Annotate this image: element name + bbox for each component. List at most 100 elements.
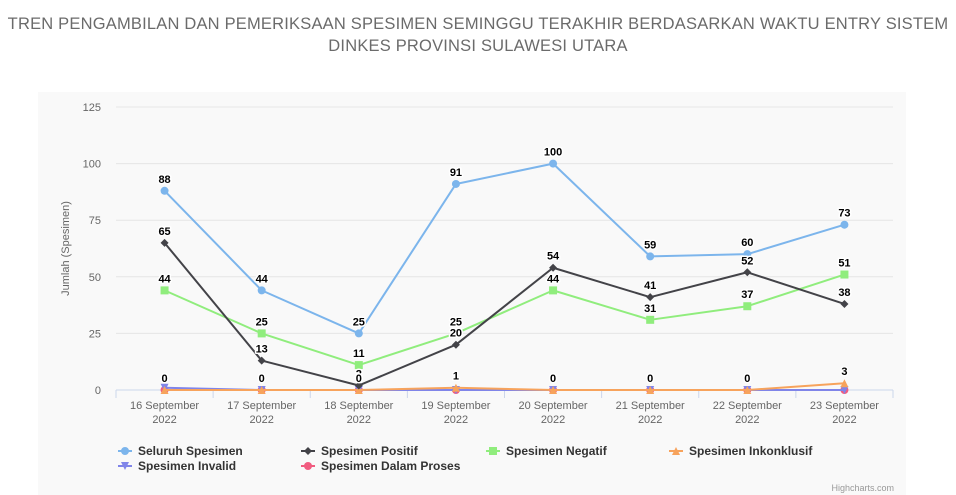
x-tick-label-line: 18 September <box>324 400 393 412</box>
data-label: 51 <box>838 258 850 270</box>
y-tick-label: 75 <box>89 215 101 227</box>
legend-item-spesimen-dalam-proses[interactable]: Spesimen Dalam Proses <box>301 459 461 473</box>
legend-item-spesimen-inkonklusif[interactable]: Spesimen Inkonklusif <box>669 444 813 458</box>
data-label: 0 <box>259 373 265 385</box>
data-label: 73 <box>838 208 850 220</box>
series-line <box>163 242 845 387</box>
data-point <box>354 381 363 390</box>
data-label: 20 <box>450 328 462 340</box>
data-point <box>840 299 849 308</box>
legend-label: Spesimen Positif <box>321 444 419 458</box>
data-point <box>743 386 752 394</box>
data-point <box>354 386 363 394</box>
x-tick-label-line: 2022 <box>735 414 759 426</box>
legend-item-spesimen-negatif[interactable]: Spesimen Negatif <box>486 444 608 458</box>
data-point <box>160 286 169 295</box>
x-tick-label-line: 2022 <box>152 414 176 426</box>
data-label: 3 <box>841 366 847 378</box>
data-point <box>646 293 655 302</box>
data-point <box>840 270 849 279</box>
x-tick-label: 17 September 2022 <box>227 400 296 426</box>
data-label: 0 <box>550 373 556 385</box>
y-tick-label: 50 <box>89 272 101 284</box>
data-label: 37 <box>741 289 753 301</box>
data-point <box>257 356 266 365</box>
y-tick-label: 100 <box>83 159 101 171</box>
y-axis-title: Jumlah (Spesimen) <box>60 201 72 296</box>
data-point <box>304 462 312 470</box>
series-spesimen-negatif <box>160 270 849 370</box>
data-point <box>743 268 752 277</box>
y-tick-label: 0 <box>95 385 101 397</box>
x-tick-label-line: 2022 <box>541 414 565 426</box>
x-tick-label-line: 16 September <box>130 400 199 412</box>
x-tick-label-line: 22 September <box>713 400 782 412</box>
data-label: 41 <box>644 280 656 292</box>
plot-background <box>38 92 906 495</box>
legend-item-spesimen-positif[interactable]: Spesimen Positif <box>301 444 419 458</box>
chart-title: TREN PENGAMBILAN DAN PEMERIKSAAN SPESIME… <box>7 15 949 33</box>
series-line <box>164 273 845 367</box>
data-point <box>451 383 460 392</box>
data-label: 38 <box>838 287 850 299</box>
data-label: 65 <box>158 226 170 238</box>
x-tick-label: 23 September 2022 <box>810 400 879 426</box>
data-label: 13 <box>256 344 268 356</box>
x-tick-label: 19 September 2022 <box>421 400 490 426</box>
x-tick-label: 21 September 2022 <box>616 400 685 426</box>
data-label: 52 <box>741 255 753 267</box>
data-label: 11 <box>353 348 365 360</box>
legend-item-spesimen-invalid[interactable]: Spesimen Invalid <box>118 459 236 473</box>
series-line <box>163 162 845 335</box>
x-tick-label-line: 2022 <box>832 414 856 426</box>
x-tick-label-line: 2022 <box>249 414 273 426</box>
data-label: 0 <box>647 373 653 385</box>
data-point <box>257 329 266 338</box>
data-point <box>646 386 655 394</box>
data-point <box>489 447 497 455</box>
data-label: 60 <box>741 237 753 249</box>
data-point <box>160 186 169 195</box>
data-point <box>257 386 266 394</box>
data-point <box>549 263 558 272</box>
data-point <box>646 252 655 261</box>
data-point <box>257 286 266 295</box>
series-spesimen-inkonklusif <box>160 379 849 394</box>
data-point <box>121 447 129 455</box>
data-label: 44 <box>256 273 269 285</box>
x-tick-label: 18 September 2022 <box>324 400 393 426</box>
highcharts-credits[interactable]: Highcharts.com <box>831 483 894 493</box>
chart-title-block: TREN PENGAMBILAN DAN PEMERIKSAAN SPESIME… <box>0 13 956 57</box>
data-label: 2 <box>356 368 362 380</box>
data-label: 91 <box>450 167 462 179</box>
x-tick-label-line: 2022 <box>444 414 468 426</box>
data-label: 0 <box>356 373 362 385</box>
data-point <box>451 340 460 349</box>
x-tick-label-line: 23 September <box>810 400 879 412</box>
y-tick-label: 25 <box>89 328 101 340</box>
legend-item-seluruh-spesimen[interactable]: Seluruh Spesimen <box>118 444 243 458</box>
legend-label: Spesimen Negatif <box>506 444 608 458</box>
data-label: 54 <box>547 251 560 263</box>
data-label: 88 <box>158 174 170 186</box>
data-label: 59 <box>644 239 656 251</box>
data-point <box>549 286 558 295</box>
series-spesimen-positif <box>160 238 849 390</box>
data-label: 0 <box>162 373 168 385</box>
legend-label: Seluruh Spesimen <box>138 444 243 458</box>
chart-subtitle: DINKES PROVINSI SULAWESI UTARA <box>328 37 628 55</box>
data-point <box>354 361 363 370</box>
x-tick-label-line: 17 September <box>227 400 296 412</box>
data-point <box>451 179 460 188</box>
x-axis: 16 September 2022 17 September 2022 18 Septe… <box>115 390 894 426</box>
data-label: 0 <box>744 373 750 385</box>
data-point <box>160 238 169 247</box>
data-label: 25 <box>256 316 268 328</box>
data-point <box>549 159 558 168</box>
legend-label: Spesimen Invalid <box>138 459 236 473</box>
data-point <box>354 329 363 338</box>
data-label: 25 <box>353 316 365 328</box>
